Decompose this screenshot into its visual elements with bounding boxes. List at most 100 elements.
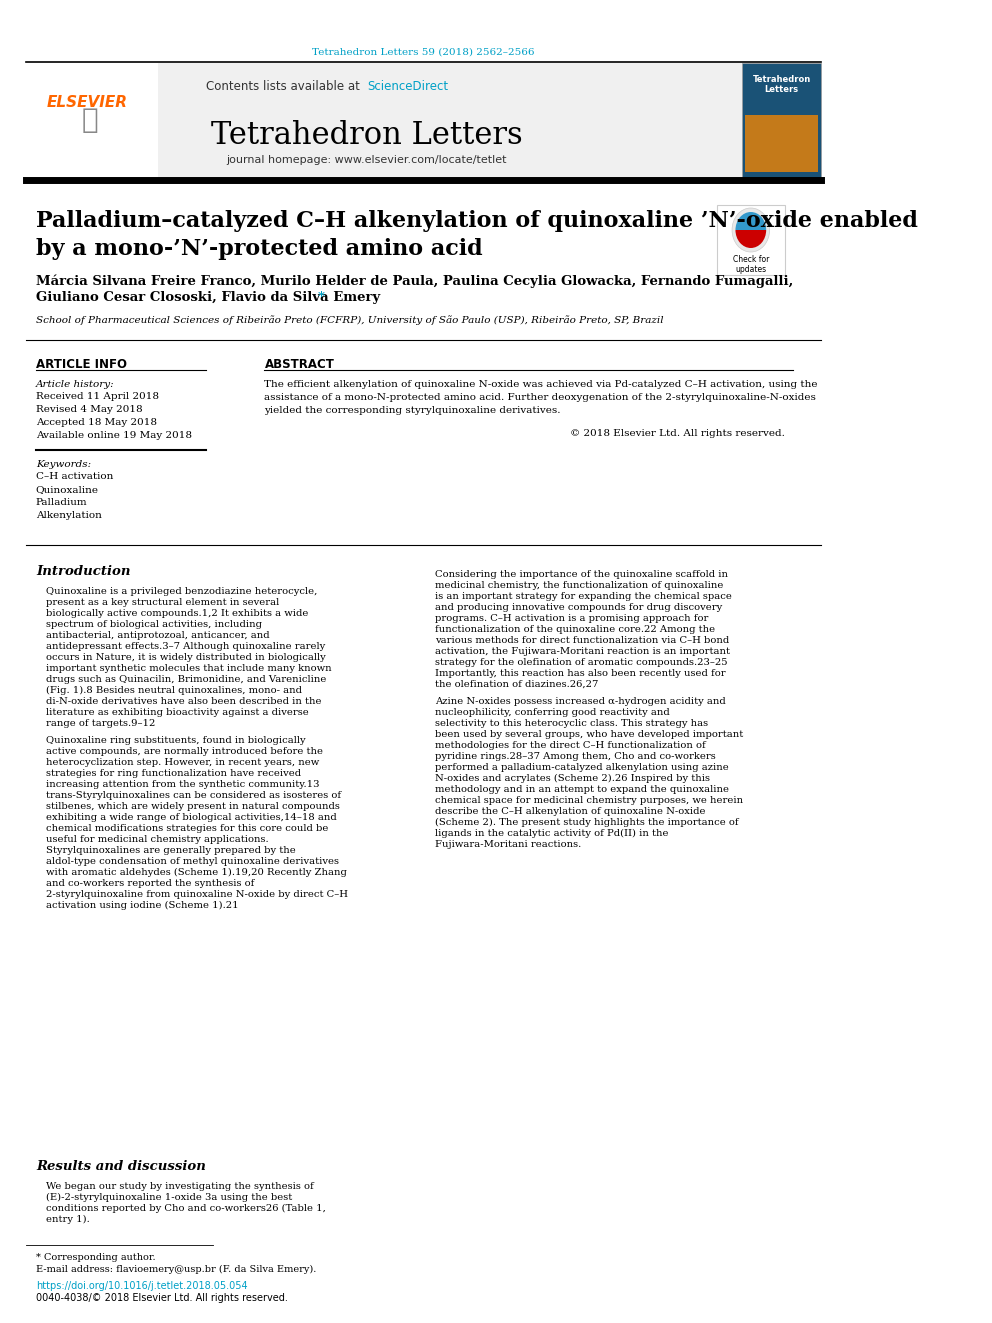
Text: yielded the corresponding styrylquinoxaline derivatives.: yielded the corresponding styrylquinoxal… [265,406,561,415]
Text: Alkenylation: Alkenylation [36,511,102,520]
Text: and co-workers reported the synthesis of: and co-workers reported the synthesis of [46,878,254,888]
Text: performed a palladium-catalyzed alkenylation using azine: performed a palladium-catalyzed alkenyla… [435,763,729,773]
Text: journal homepage: www.elsevier.com/locate/tetlet: journal homepage: www.elsevier.com/locat… [226,155,507,165]
Text: Fujiwara-Moritani reactions.: Fujiwara-Moritani reactions. [435,840,581,849]
Text: been used by several groups, who have developed important: been used by several groups, who have de… [435,730,743,740]
Text: spectrum of biological activities, including: spectrum of biological activities, inclu… [46,620,262,628]
Text: ligands in the catalytic activity of Pd(II) in the: ligands in the catalytic activity of Pd(… [435,830,669,839]
Text: strategies for ring functionalization have received: strategies for ring functionalization ha… [46,769,302,778]
Text: and producing innovative compounds for drug discovery: and producing innovative compounds for d… [435,603,722,613]
Text: Considering the importance of the quinoxaline scaffold in: Considering the importance of the quinox… [435,570,728,579]
Text: Tetrahedron Letters 59 (2018) 2562–2566: Tetrahedron Letters 59 (2018) 2562–2566 [311,48,535,57]
Text: literature as exhibiting bioactivity against a diverse: literature as exhibiting bioactivity aga… [46,708,309,717]
Text: Received 11 April 2018: Received 11 April 2018 [36,392,159,401]
Text: assistance of a mono-N-protected amino acid. Further deoxygenation of the 2-styr: assistance of a mono-N-protected amino a… [265,393,816,402]
Wedge shape [735,230,766,247]
Text: 0040-4038/© 2018 Elsevier Ltd. All rights reserved.: 0040-4038/© 2018 Elsevier Ltd. All right… [36,1293,288,1303]
Text: stilbenes, which are widely present in natural compounds: stilbenes, which are widely present in n… [46,802,340,811]
Text: * Corresponding author.: * Corresponding author. [36,1253,156,1262]
Text: increasing attention from the synthetic community.13: increasing attention from the synthetic … [46,781,319,789]
Text: chemical modifications strategies for this core could be: chemical modifications strategies for th… [46,824,328,833]
Text: useful for medicinal chemistry applications.: useful for medicinal chemistry applicati… [46,835,269,844]
Text: describe the C–H alkenylation of quinoxaline N-oxide: describe the C–H alkenylation of quinoxa… [435,807,705,816]
Text: 2-styrylquinoxaline from quinoxaline N-oxide by direct C–H: 2-styrylquinoxaline from quinoxaline N-o… [46,890,348,900]
Text: We began our study by investigating the synthesis of: We began our study by investigating the … [46,1181,313,1191]
Text: (Scheme 2). The present study highlights the importance of: (Scheme 2). The present study highlights… [435,818,739,827]
Text: Quinoxaline ring substituents, found in biologically: Quinoxaline ring substituents, found in … [46,736,306,745]
Text: various methods for direct functionalization via C–H bond: various methods for direct functionaliza… [435,636,729,646]
Text: ELSEVIER: ELSEVIER [47,95,128,110]
Text: Revised 4 May 2018: Revised 4 May 2018 [36,405,143,414]
Text: Tetrahedron
Letters: Tetrahedron Letters [752,75,810,94]
Text: present as a key structural element in several: present as a key structural element in s… [46,598,280,607]
Text: Márcia Silvana Freire Franco, Murilo Helder de Paula, Paulina Cecylia Glowacka, : Márcia Silvana Freire Franco, Murilo Hel… [36,275,793,288]
Text: (E)-2-styrylquinoxaline 1-oxide 3a using the best: (E)-2-styrylquinoxaline 1-oxide 3a using… [46,1193,293,1203]
Text: biologically active compounds.1,2 It exhibits a wide: biologically active compounds.1,2 It exh… [46,609,309,618]
Text: Introduction: Introduction [36,565,130,578]
Text: is an important strategy for expanding the chemical space: is an important strategy for expanding t… [435,591,732,601]
Text: medicinal chemistry, the functionalization of quinoxaline: medicinal chemistry, the functionalizati… [435,581,723,590]
Text: Palladium–catalyzed C–H alkenylation of quinoxaline ’N’-oxide enabled: Palladium–catalyzed C–H alkenylation of … [36,210,918,232]
Text: ARTICLE INFO: ARTICLE INFO [36,359,127,370]
Text: drugs such as Quinacilin, Brimonidine, and Varenicline: drugs such as Quinacilin, Brimonidine, a… [46,675,326,684]
Text: Keywords:: Keywords: [36,460,91,468]
Text: C–H activation: C–H activation [36,472,113,482]
Text: Check for
updates: Check for updates [733,255,769,274]
Text: antibacterial, antiprotozoal, anticancer, and: antibacterial, antiprotozoal, anticancer… [46,631,270,640]
Text: Results and discussion: Results and discussion [36,1160,205,1174]
Text: 🌳: 🌳 [81,106,98,134]
Text: N-oxides and acrylates (Scheme 2).26 Inspired by this: N-oxides and acrylates (Scheme 2).26 Ins… [435,774,710,783]
Text: activation, the Fujiwara-Moritani reaction is an important: activation, the Fujiwara-Moritani reacti… [435,647,730,656]
Text: antidepressant effects.3–7 Although quinoxaline rarely: antidepressant effects.3–7 Although quin… [46,642,325,651]
Text: Quinoxaline: Quinoxaline [36,486,99,493]
Text: functionalization of the quinoxaline core.22 Among the: functionalization of the quinoxaline cor… [435,624,715,634]
Text: with aromatic aldehydes (Scheme 1).19,20 Recently Zhang: with aromatic aldehydes (Scheme 1).19,20… [46,868,347,877]
Text: https://doi.org/10.1016/j.tetlet.2018.05.054: https://doi.org/10.1016/j.tetlet.2018.05… [36,1281,247,1291]
Text: nucleophilicity, conferring good reactivity and: nucleophilicity, conferring good reactiv… [435,708,670,717]
Text: Palladium: Palladium [36,497,87,507]
Text: methodology and in an attempt to expand the quinoxaline: methodology and in an attempt to expand … [435,785,729,794]
Text: *: * [317,291,324,304]
Text: pyridine rings.28–37 Among them, Cho and co-workers: pyridine rings.28–37 Among them, Cho and… [435,751,716,761]
Text: Giuliano Cesar Clososki, Flavio da Silva Emery: Giuliano Cesar Clososki, Flavio da Silva… [36,291,385,304]
Text: exhibiting a wide range of biological activities,14–18 and: exhibiting a wide range of biological ac… [46,814,337,822]
Text: The efficient alkenylation of quinoxaline N-oxide was achieved via Pd-catalyzed : The efficient alkenylation of quinoxalin… [265,380,818,389]
Text: the olefination of diazines.26,27: the olefination of diazines.26,27 [435,680,598,689]
Text: heterocyclization step. However, in recent years, new: heterocyclization step. However, in rece… [46,758,319,767]
Text: Quinoxaline is a privileged benzodiazine heterocycle,: Quinoxaline is a privileged benzodiazine… [46,587,317,595]
Text: important synthetic molecules that include many known: important synthetic molecules that inclu… [46,664,331,673]
Text: (Fig. 1).8 Besides neutral quinoxalines, mono- and: (Fig. 1).8 Besides neutral quinoxalines,… [46,687,303,695]
Text: Article history:: Article history: [36,380,114,389]
Bar [742,64,820,179]
Bar [26,64,742,179]
Text: programs. C–H activation is a promising approach for: programs. C–H activation is a promising … [435,614,708,623]
Text: di-N-oxide derivatives have also been described in the: di-N-oxide derivatives have also been de… [46,697,321,706]
Text: by a mono-’N’-protected amino acid: by a mono-’N’-protected amino acid [36,238,482,261]
Text: School of Pharmaceutical Sciences of Ribeirão Preto (FCFRP), University of São P: School of Pharmaceutical Sciences of Rib… [36,315,664,325]
Text: © 2018 Elsevier Ltd. All rights reserved.: © 2018 Elsevier Ltd. All rights reserved… [570,429,785,438]
Bar [26,64,158,179]
Text: Contents lists available at: Contents lists available at [205,79,367,93]
Text: Tetrahedron Letters: Tetrahedron Letters [211,120,523,151]
Text: Styrylquinoxalines are generally prepared by the: Styrylquinoxalines are generally prepare… [46,845,296,855]
Text: ABSTRACT: ABSTRACT [265,359,334,370]
Text: active compounds, are normally introduced before the: active compounds, are normally introduce… [46,747,323,755]
Text: activation using iodine (Scheme 1).21: activation using iodine (Scheme 1).21 [46,901,239,910]
Text: aldol-type condensation of methyl quinoxaline derivatives: aldol-type condensation of methyl quinox… [46,857,339,867]
Text: Importantly, this reaction has also been recently used for: Importantly, this reaction has also been… [435,669,726,677]
Text: occurs in Nature, it is widely distributed in biologically: occurs in Nature, it is widely distribut… [46,654,325,662]
Bar [745,115,818,172]
Bar [716,205,785,275]
Text: entry 1).: entry 1). [46,1215,90,1224]
Text: ScienceDirect: ScienceDirect [367,79,448,93]
Text: Azine N-oxides possess increased α-hydrogen acidity and: Azine N-oxides possess increased α-hydro… [435,697,726,706]
Text: range of targets.9–12: range of targets.9–12 [46,718,156,728]
Text: methodologies for the direct C–H functionalization of: methodologies for the direct C–H functio… [435,741,706,750]
Text: conditions reported by Cho and co-workers26 (Table 1,: conditions reported by Cho and co-worker… [46,1204,326,1213]
Text: strategy for the olefination of aromatic compounds.23–25: strategy for the olefination of aromatic… [435,658,728,667]
Circle shape [732,208,770,251]
Text: chemical space for medicinal chemistry purposes, we herein: chemical space for medicinal chemistry p… [435,796,743,804]
Text: trans-Styrylquinoxalines can be considered as isosteres of: trans-Styrylquinoxalines can be consider… [46,791,341,800]
Text: selectivity to this heterocyclic class. This strategy has: selectivity to this heterocyclic class. … [435,718,708,728]
Text: Accepted 18 May 2018: Accepted 18 May 2018 [36,418,157,427]
